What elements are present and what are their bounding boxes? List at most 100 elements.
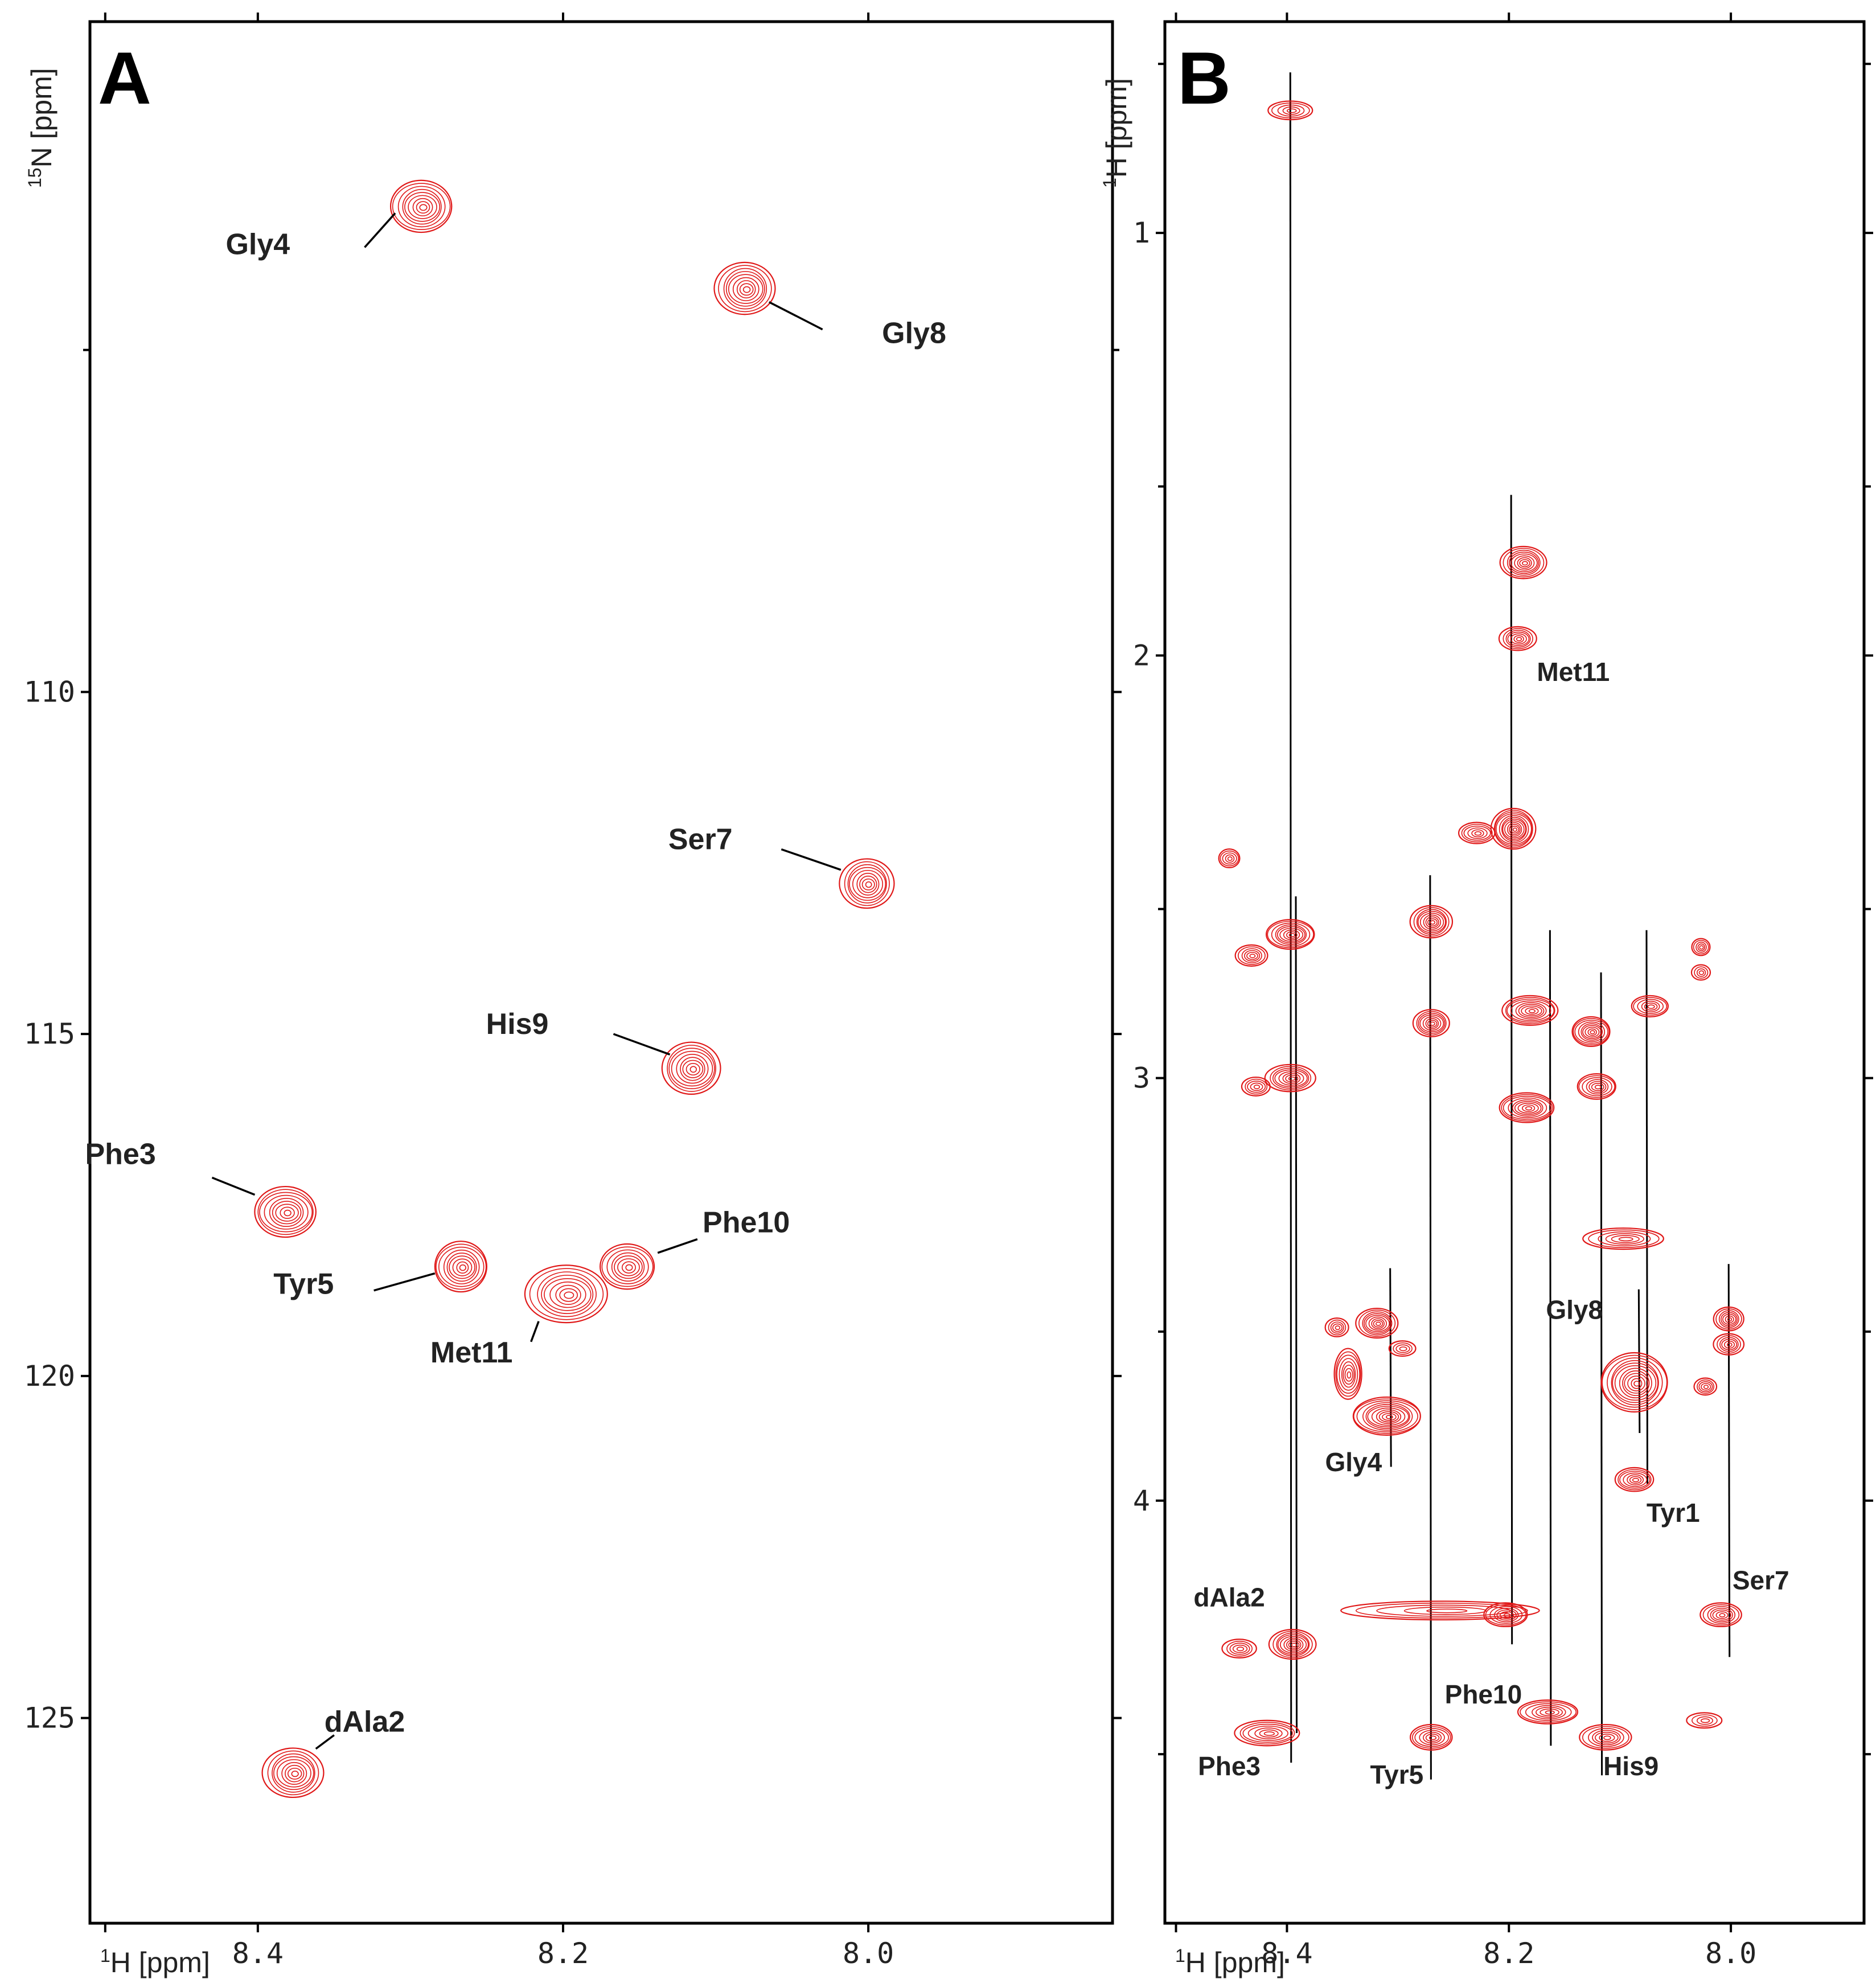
contour-level [259,1192,313,1233]
contour-level [1286,1639,1302,1651]
contour-level [1514,1101,1542,1115]
contour-level [671,1050,713,1087]
contour-level [1330,1321,1344,1334]
contour-level [1545,1710,1555,1715]
contour-level [1237,946,1266,965]
contour-level [1697,943,1705,951]
contour-level [1344,1368,1353,1382]
contour-level [1573,1018,1610,1045]
contour-level [272,1753,315,1793]
contour-level [667,1045,716,1092]
contour-level [661,1041,721,1095]
contour-level [1249,954,1256,958]
strip-line [1429,875,1432,1780]
strip-line [1389,1268,1392,1467]
contour-level [1618,1237,1633,1242]
contour-level [1218,848,1241,869]
contour-level [1582,1726,1629,1749]
contour-level [1540,1708,1559,1717]
contour-level [1270,1066,1312,1091]
contour-level [1422,1016,1442,1031]
contour-level [285,1764,305,1783]
contour-level [732,277,760,301]
contour-level [1353,1398,1421,1434]
y-tick-label: 3 [1133,1062,1150,1095]
peak-contour [1324,1317,1349,1337]
contour-level [1644,1003,1658,1011]
contour-level [1388,1340,1417,1357]
contour-level [1611,1360,1659,1406]
y-tick-label: 115 [24,1017,75,1050]
contour-level [1512,827,1518,832]
contour-level [1246,951,1258,960]
plot-frame [88,20,1114,1925]
contour-level [682,1060,704,1078]
peak-contour [1582,1227,1664,1250]
contour-level [1425,1734,1440,1742]
contour-level [1582,1227,1664,1250]
contour-level [408,195,437,219]
contour-level [1382,1413,1397,1421]
contour-level [1579,1724,1632,1751]
contour-level [739,283,754,296]
contour-level [1430,920,1436,925]
contour-level [559,1288,578,1302]
peak-contour-met11 [524,1264,608,1324]
contour-level [1696,942,1707,953]
contour-level [1245,1078,1268,1095]
contour-level [1700,1602,1742,1628]
contour-level [1723,1340,1735,1349]
leader-line [373,1272,436,1292]
contour-level [1582,1077,1612,1097]
peak-contour [1490,807,1537,850]
contour-level [1339,1358,1358,1391]
contour-level [1510,633,1527,644]
contour-level [1509,551,1540,574]
contour-level [287,1767,302,1780]
contour-level [1341,1361,1356,1388]
contour-level [1291,1643,1298,1647]
contour-level [1603,1735,1611,1740]
contour-level [1254,1727,1283,1739]
peak-contour [1264,1064,1316,1093]
contour-level [1378,1411,1399,1423]
peak-contour [1268,1629,1317,1660]
contour-level [1222,852,1237,865]
contour-level [1272,1631,1313,1658]
contour-level [1727,1342,1733,1347]
contour-level [1277,1634,1309,1655]
peak-contour [1409,905,1454,939]
contour-level [257,1189,314,1235]
panel-b: 8.4 8.2 8.0 1 2 3 4 1H [ppm] 1H [ppm] B Met11 Gly8 G… [1099,13,1873,1978]
contour-level [1276,1632,1310,1657]
contour-level [718,265,772,313]
peak-label: Gly8 [1546,1295,1603,1325]
contour-level [1324,1317,1349,1337]
peak-label: dAla2 [325,1706,405,1739]
contour-level [1525,1106,1533,1111]
contour-level [1412,1726,1451,1749]
contour-level [1627,1376,1645,1391]
contour-level [1221,1639,1257,1658]
peak-contour [1690,964,1711,981]
peak-contour [1483,1602,1528,1628]
contour-level [856,872,880,896]
contour-level [1347,1371,1352,1379]
contour-level [1517,557,1532,569]
contour-level [844,861,890,906]
peak-contour [1713,1306,1744,1332]
contour-level [1641,1000,1660,1012]
peak-contour [1600,1352,1668,1413]
contour-level [1250,1082,1263,1091]
plot-frame [1163,20,1866,1925]
contour-level [1225,854,1235,863]
contour-level [1507,631,1530,646]
x-tick-label: 8.4 [232,1937,284,1970]
peak-contour [1614,1467,1655,1492]
contour-level [1265,919,1315,950]
contour-level [1236,1647,1245,1652]
contour-level [1234,1719,1300,1747]
peak-contour [1700,1602,1742,1628]
contour-level [1490,807,1537,850]
contour-level [1506,549,1541,576]
